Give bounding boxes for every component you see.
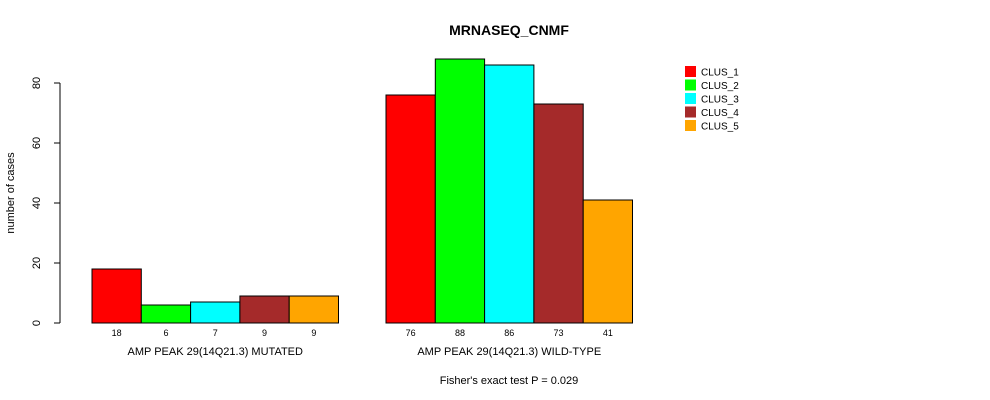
bar-value-label: 73: [554, 328, 564, 338]
group-label: AMP PEAK 29(14Q21.3) WILD-TYPE: [417, 346, 601, 358]
legend-swatch-clus_1: [685, 66, 696, 77]
value-labels: 18 6 7 9 9 76 88 86 73 41: [112, 328, 613, 338]
bar-value-label: 6: [163, 328, 168, 338]
legend-swatch-clus_3: [685, 93, 696, 104]
bar-value-label: 88: [455, 328, 465, 338]
y-tick-label: 60: [31, 137, 43, 149]
bar-clus_1: [91, 268, 142, 324]
legend-swatch-clus_2: [685, 79, 696, 91]
y-tick-label: 40: [31, 197, 43, 209]
bar-value-label: 76: [406, 328, 416, 338]
bar-value-label: 7: [213, 328, 218, 338]
bar-value-label: 86: [504, 328, 514, 338]
y-tick-label: 20: [31, 257, 43, 269]
legend-swatch-clus_5: [685, 120, 696, 131]
bars: [91, 58, 634, 324]
y-tick-label: 0: [31, 320, 43, 326]
group-label: AMP PEAK 29(14Q21.3) MUTATED: [128, 346, 304, 358]
bar-clus_5: [288, 295, 340, 324]
y-tick-label: 80: [31, 77, 43, 89]
bar-value-label: 9: [311, 328, 316, 338]
y-axis: 0 20 40 60 80: [31, 77, 61, 326]
legend: CLUS_1 CLUS_2 CLUS_3 CLUS_4 CLUS_5: [685, 66, 739, 133]
bar-value-label: 18: [112, 328, 122, 338]
bar-value-label: 41: [603, 328, 613, 338]
bar-clus_1: [385, 94, 436, 324]
bar-clus_2: [434, 58, 486, 324]
legend-label: CLUS_5: [701, 122, 739, 133]
bar-clus_5: [582, 199, 634, 324]
bar-clus_4: [533, 103, 584, 324]
group-labels: AMP PEAK 29(14Q21.3) MUTATED AMP PEAK 29(…: [128, 346, 602, 358]
bar-clus_3: [190, 301, 241, 324]
bar-clus_4: [239, 295, 290, 324]
bar-clus_2: [140, 304, 192, 324]
legend-label: CLUS_4: [701, 108, 739, 119]
bar-value-label: 9: [262, 328, 267, 338]
y-axis-label: number of cases: [5, 152, 17, 234]
legend-label: CLUS_2: [701, 81, 739, 92]
fisher-test-footnote: Fisher's exact test P = 0.029: [440, 375, 579, 387]
chart-title: MRNASEQ_CNMF: [449, 22, 569, 38]
bar-clus_3: [484, 64, 535, 324]
legend-swatch-clus_4: [685, 106, 696, 118]
legend-label: CLUS_3: [701, 95, 739, 106]
legend-label: CLUS_1: [701, 68, 739, 79]
